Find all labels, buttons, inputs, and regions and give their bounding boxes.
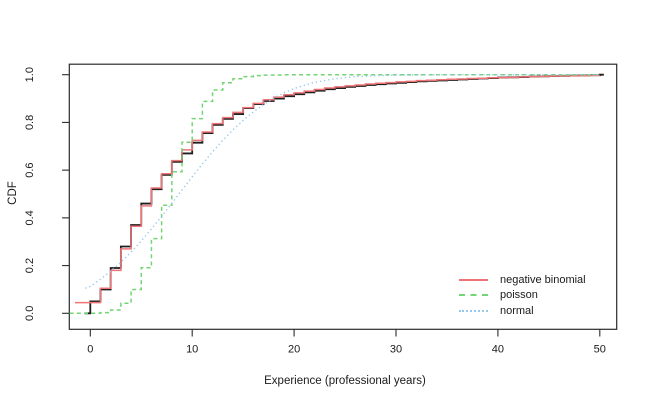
y-tick-label: 0.0 [24, 306, 36, 321]
series-negative-binomial [75, 74, 600, 304]
x-tick-label: 10 [186, 344, 198, 356]
x-tick-label: 20 [288, 344, 300, 356]
legend-label-poisson: poisson [500, 289, 538, 302]
x-tick-label: 40 [492, 344, 504, 356]
series-poisson [69, 73, 600, 314]
plot-box [68, 63, 618, 330]
y-tick-label: 1.0 [24, 67, 36, 82]
legend-line-poisson [459, 294, 488, 297]
y-tick-label: 0.4 [24, 210, 36, 225]
y-tick-label: 0.8 [24, 115, 36, 130]
y-axis-title: CDF [7, 181, 19, 205]
x-tick-label: 0 [87, 344, 93, 356]
x-tick-label: 30 [390, 344, 402, 356]
y-tick-label: 0.6 [24, 162, 36, 177]
legend-item-normal: normal [459, 303, 586, 319]
legend-label-negative-binomial: negative binomial [500, 273, 586, 286]
x-axis-title: Experience (professional years) [264, 375, 426, 387]
legend-label-normal: normal [500, 304, 534, 317]
legend-line-normal [459, 309, 488, 312]
legend-item-negative-binomial: negative binomial [459, 272, 586, 288]
legend-line-negative-binomial [459, 278, 488, 281]
legend: negative binomial poisson normal [459, 272, 586, 319]
y-tick-label: 0.2 [24, 258, 36, 273]
legend-item-poisson: poisson [459, 288, 586, 304]
x-tick-label: 50 [594, 344, 606, 356]
